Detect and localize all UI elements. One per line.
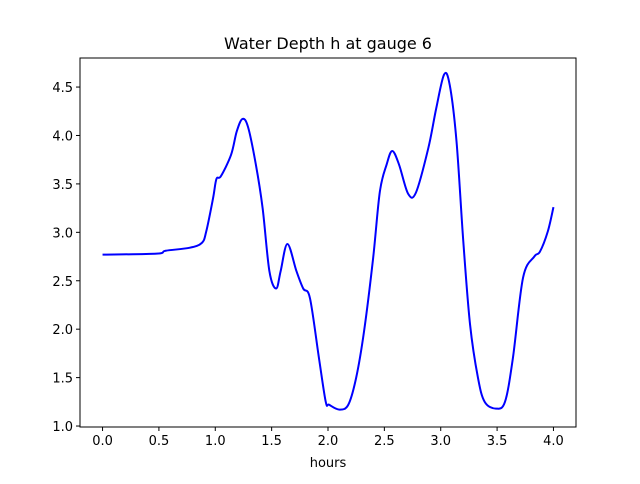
x-tick-label: 2.5 (374, 434, 395, 449)
y-tick-label: 4.5 (52, 81, 73, 96)
y-tick-label: 1.5 (52, 372, 73, 387)
y-tick-label: 3.5 (52, 178, 73, 193)
y-tick-label: 2.5 (52, 275, 73, 290)
y-tick-label: 4.0 (52, 129, 73, 144)
y-tick-label: 1.0 (52, 420, 73, 435)
x-tick-label: 1.5 (261, 434, 282, 449)
x-axis-label: hours (310, 456, 347, 471)
x-tick-label: 3.0 (430, 434, 451, 449)
y-tick-label: 2.0 (52, 323, 73, 338)
x-tick-label: 0.5 (149, 434, 170, 449)
y-tick-label: 3.0 (52, 226, 73, 241)
x-tick-label: 2.0 (318, 434, 339, 449)
chart-title: Water Depth h at gauge 6 (224, 34, 432, 53)
x-tick-label: 4.0 (543, 434, 564, 449)
x-tick-label: 3.5 (487, 434, 508, 449)
plot-frame (79, 57, 577, 428)
x-tick-label: 1.0 (205, 434, 226, 449)
x-tick-label: 0.0 (92, 434, 113, 449)
series-line-h (102, 71, 555, 411)
